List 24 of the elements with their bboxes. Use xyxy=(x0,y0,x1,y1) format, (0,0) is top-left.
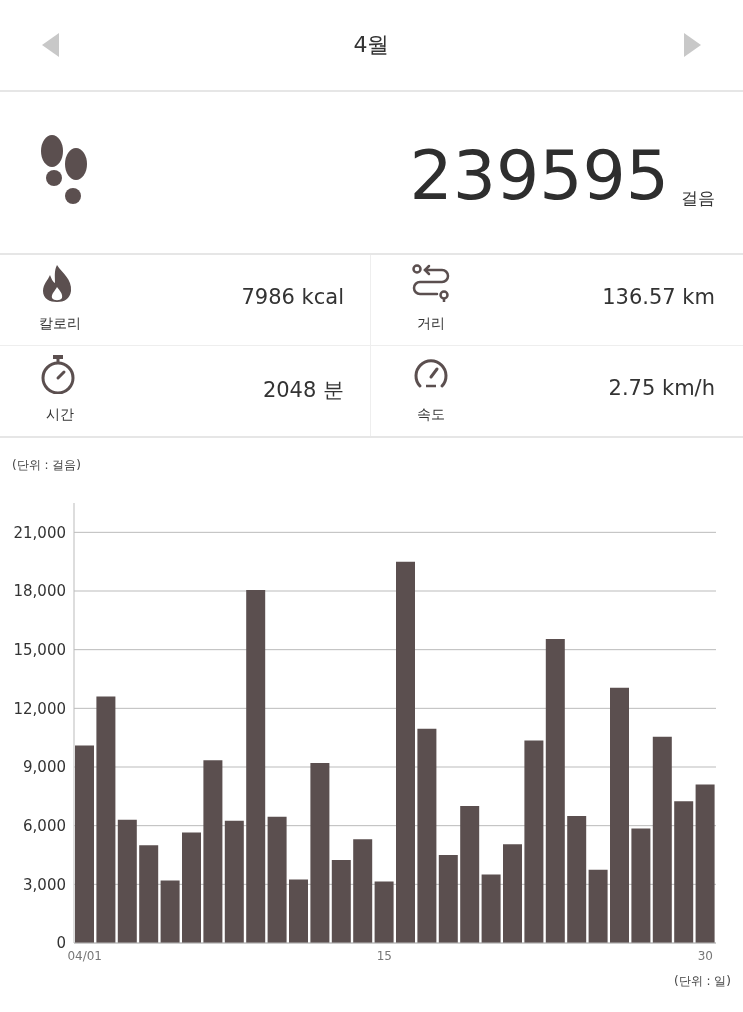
y-axis-title: (단위 : 걸음) xyxy=(12,457,82,474)
text: 걸음 xyxy=(681,187,715,210)
text: 2048 분 xyxy=(262,377,344,404)
text: 속도 xyxy=(416,406,446,424)
x-tick-label: 30 xyxy=(697,948,713,963)
text: 4월 xyxy=(352,31,391,59)
text: 칼로리 xyxy=(38,315,82,333)
text: 거리 xyxy=(416,315,446,333)
y-tick-label: 3,000 xyxy=(23,875,66,894)
y-tick-label: 9,000 xyxy=(23,758,66,777)
y-tick-label: 12,000 xyxy=(13,699,66,718)
text: 2.75 km/h xyxy=(608,376,715,400)
text: 136.57 km xyxy=(602,285,715,309)
y-tick-label: 6,000 xyxy=(23,816,66,835)
x-tick-label: 15 xyxy=(376,948,392,963)
y-tick-label: 21,000 xyxy=(13,523,66,542)
y-tick-label: 18,000 xyxy=(13,582,66,601)
y-tick-label: 15,000 xyxy=(13,640,66,659)
x-axis-title: (단위 : 일) xyxy=(673,973,731,990)
text: 7986 kcal xyxy=(241,285,344,309)
x-tick-label: 04/01 xyxy=(67,948,102,963)
text: 시간 xyxy=(45,406,75,424)
y-tick-label: 0 xyxy=(56,934,66,953)
text: 239595 xyxy=(409,136,669,215)
